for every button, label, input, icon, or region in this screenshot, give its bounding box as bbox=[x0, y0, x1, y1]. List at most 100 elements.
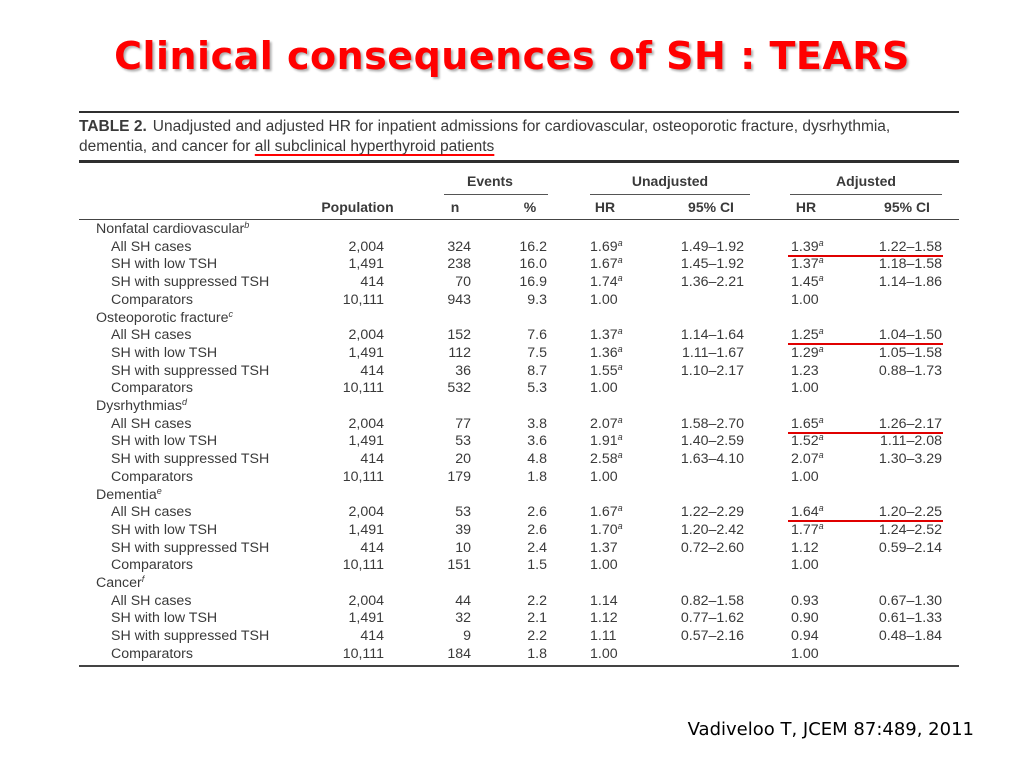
events-n-cell: 39 bbox=[420, 522, 471, 540]
footnote-marker: a bbox=[617, 273, 623, 284]
adjusted-hr-cell: 0.94 bbox=[791, 628, 819, 646]
adjusted-ci-cell-text: 1.18–1.58 bbox=[878, 256, 942, 273]
population-cell-text: 414 bbox=[360, 451, 384, 468]
population-cell-text: 10,111 bbox=[342, 557, 384, 574]
row-label: SH with low TSH bbox=[111, 522, 217, 540]
events-n-cell-text: 179 bbox=[447, 468, 471, 485]
unadjusted-ci-cell-text: 0.72–2.60 bbox=[680, 539, 744, 556]
population-cell-text: 2,004 bbox=[348, 415, 384, 432]
adjusted-hr-cell: 1.00 bbox=[791, 292, 819, 310]
table-row: All SH cases 2,004 44 2.2 1.14 0.82–1.58 0.93 0… bbox=[0, 593, 1024, 611]
adjusted-hr-cell: 1.65a bbox=[791, 415, 824, 434]
adjusted-hr-cell-text: 1.65 bbox=[791, 415, 819, 432]
row-label-text: All SH cases bbox=[111, 238, 192, 255]
events-pct-cell: 1.8 bbox=[500, 646, 547, 664]
events-pct-cell: 8.7 bbox=[500, 363, 547, 381]
adjusted-hr-cell: 1.64a bbox=[791, 504, 824, 522]
unadjusted-hr-cell: 1.37 bbox=[590, 540, 618, 558]
footnote-marker: a bbox=[617, 361, 623, 372]
events-n-cell: 70 bbox=[420, 274, 471, 292]
events-pct-cell-text: 2.2 bbox=[527, 628, 547, 645]
events-pct-cell-text: 4.8 bbox=[527, 451, 547, 468]
unadjusted-hr-cell: 1.70a bbox=[590, 521, 623, 540]
population-cell: 10,111 bbox=[300, 557, 384, 575]
row-label-text: Comparators bbox=[111, 557, 194, 574]
unadjusted-hr-cell-text: 1.74 bbox=[590, 274, 618, 291]
events-n-cell-text: 152 bbox=[447, 327, 471, 344]
unadjusted-ci-cell-text: 0.77–1.62 bbox=[680, 610, 744, 627]
population-cell: 1,491 bbox=[300, 256, 384, 274]
events-n-cell: 179 bbox=[420, 469, 471, 487]
adjusted-ci-cell-text: 0.88–1.73 bbox=[878, 362, 942, 379]
row-label-text: SH with low TSH bbox=[111, 610, 218, 627]
footnote-marker: a bbox=[617, 414, 623, 425]
adjusted-hr-cell: 1.00 bbox=[791, 646, 819, 664]
group-label: Dementiae bbox=[96, 485, 162, 505]
events-n-cell: 152 bbox=[420, 327, 471, 345]
events-pct-cell: 2.2 bbox=[500, 593, 547, 611]
population-cell: 414 bbox=[300, 628, 384, 646]
row-label: SH with suppressed TSH bbox=[111, 451, 269, 469]
row-label: SH with low TSH bbox=[111, 433, 217, 451]
events-pct-cell-text: 1.5 bbox=[527, 557, 547, 574]
unadjusted-ci-cell: 1.14–1.64 bbox=[672, 327, 744, 345]
unadjusted-ci-cell: 0.77–1.62 bbox=[672, 610, 744, 628]
population-cell: 10,111 bbox=[300, 380, 384, 398]
unadjusted-hr-cell-text: 1.37 bbox=[590, 327, 618, 344]
adjusted-ci-cell: 0.61–1.33 bbox=[870, 610, 942, 628]
population-cell: 1,491 bbox=[300, 522, 384, 540]
header-events: Events bbox=[467, 173, 513, 189]
unadjusted-ci-cell: 0.82–1.58 bbox=[672, 593, 744, 611]
table-group-row: Dysrhythmiasd bbox=[0, 398, 1024, 416]
header-bottom-rule bbox=[79, 219, 959, 220]
events-pct-cell: 16.0 bbox=[500, 256, 547, 274]
unadjusted-hr-cell-text: 1.70 bbox=[590, 521, 618, 538]
events-pct-cell: 4.8 bbox=[500, 451, 547, 469]
adjusted-ci-cell-text: 1.20–2.25 bbox=[878, 504, 942, 521]
events-n-cell: 532 bbox=[420, 380, 471, 398]
events-n-cell-text: 151 bbox=[447, 557, 471, 574]
events-pct-cell-text: 16.0 bbox=[519, 256, 547, 273]
events-pct-cell-text: 16.9 bbox=[519, 274, 547, 291]
adjusted-hr-cell: 1.37a bbox=[791, 256, 824, 274]
footnote-marker: e bbox=[156, 485, 162, 496]
highlight-underline bbox=[788, 254, 943, 257]
row-label-text: SH with low TSH bbox=[111, 521, 218, 538]
population-cell-text: 414 bbox=[360, 362, 384, 379]
table-group-row: Osteoporotic fracturec bbox=[0, 309, 1024, 328]
group-label: Nonfatal cardiovascularb bbox=[96, 221, 249, 239]
population-cell: 414 bbox=[300, 540, 384, 558]
highlight-underline bbox=[788, 343, 943, 346]
row-label-text: Comparators bbox=[111, 468, 194, 485]
footnote-marker: a bbox=[818, 255, 824, 266]
unadjusted-ci-cell: 1.49–1.92 bbox=[672, 239, 744, 257]
population-cell: 2,004 bbox=[300, 239, 384, 257]
table-row: SH with low TSH 1,491 39 2.6 1.70a 1.20–2.42 1… bbox=[0, 521, 1024, 540]
caption-highlighted-text: all subclinical hyperthyroid patients bbox=[254, 138, 495, 155]
adjusted-ci-cell-text: 0.48–1.84 bbox=[878, 628, 942, 645]
table-row: Comparators 10,111 151 1.5 1.00 1.00 bbox=[0, 557, 1024, 575]
events-pct-cell: 2.6 bbox=[500, 522, 547, 540]
events-pct-cell: 2.4 bbox=[500, 540, 547, 558]
adjusted-ci-cell: 0.88–1.73 bbox=[870, 363, 942, 381]
unadjusted-hr-cell-text: 1.55 bbox=[590, 362, 618, 379]
adjusted-hr-cell-text: 1.29 bbox=[791, 344, 819, 361]
adjusted-ci-cell-text: 1.26–2.17 bbox=[878, 415, 942, 432]
adjusted-ci-cell: 1.11–2.08 bbox=[870, 433, 942, 451]
adjusted-hr-cell-text: 1.12 bbox=[791, 539, 819, 556]
unadjusted-ci-cell: 1.40–2.59 bbox=[672, 433, 744, 451]
adjusted-hr-cell: 1.29a bbox=[791, 344, 824, 363]
population-cell: 10,111 bbox=[300, 469, 384, 487]
adjusted-ci-cell-text: 0.59–2.14 bbox=[878, 539, 942, 556]
population-cell-text: 10,111 bbox=[342, 468, 384, 485]
footnote-marker: b bbox=[244, 220, 250, 230]
table-group-row: Nonfatal cardiovascularb bbox=[0, 221, 1024, 239]
row-label: SH with low TSH bbox=[111, 345, 217, 363]
unadjusted-hr-cell: 1.37a bbox=[590, 327, 623, 345]
adjusted-ci-cell: 1.18–1.58 bbox=[870, 256, 942, 274]
unadjusted-hr-cell: 1.74a bbox=[590, 274, 623, 292]
events-n-cell: 53 bbox=[420, 504, 471, 522]
unadjusted-hr-cell-text: 1.36 bbox=[590, 344, 618, 361]
population-cell-text: 414 bbox=[360, 628, 384, 645]
population-cell: 1,491 bbox=[300, 433, 384, 451]
